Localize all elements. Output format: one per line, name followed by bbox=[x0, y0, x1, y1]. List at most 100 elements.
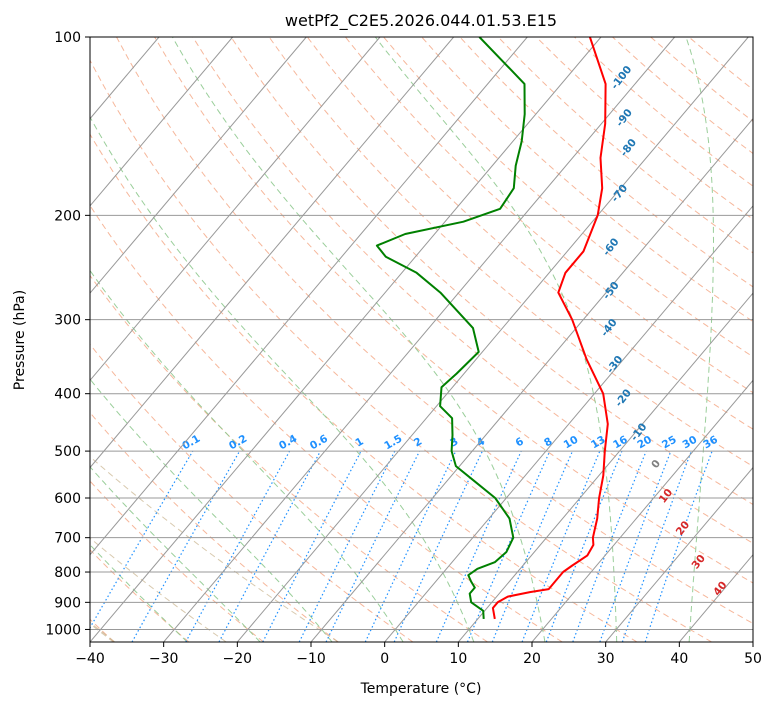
isotherm-line bbox=[310, 117, 753, 642]
dry-adiabat-line bbox=[306, 37, 753, 430]
dry-adiabat-line bbox=[535, 37, 753, 220]
x-tick-label: −30 bbox=[149, 651, 179, 667]
temperature-profile-line bbox=[491, 37, 609, 620]
dry-adiabat-line bbox=[497, 37, 753, 254]
x-axis-ticks: −40 −30 −20 −10 0 10 20 30 40 50 bbox=[75, 642, 762, 667]
x-tick-label: 0 bbox=[380, 651, 389, 667]
adiabat-label: 20 bbox=[674, 519, 692, 538]
isobars bbox=[90, 37, 753, 630]
dry-adiabat-line bbox=[650, 37, 753, 122]
mixing-ratio-label: 3 bbox=[448, 435, 460, 449]
mixing-ratio-line bbox=[545, 450, 623, 642]
isotherm-line bbox=[90, 37, 602, 642]
adiabat-label: 0 bbox=[649, 458, 663, 471]
adiabat-label: -60 bbox=[600, 236, 621, 258]
y-tick-label: 100 bbox=[54, 30, 81, 46]
mixing-ratio-label: 25 bbox=[660, 434, 679, 452]
dry-adiabat-line bbox=[459, 37, 753, 288]
dewpoint-profile-line bbox=[375, 37, 526, 619]
mixing-ratio-line bbox=[572, 450, 647, 642]
adiabat-label: 40 bbox=[711, 579, 729, 598]
isotherm-line bbox=[0, 37, 12, 642]
mixing-ratio-label: 4 bbox=[475, 435, 487, 449]
mixing-ratio-line bbox=[599, 450, 672, 642]
mixing-ratio-label: 30 bbox=[681, 434, 700, 452]
mixing-ratio-label: 6 bbox=[514, 435, 526, 449]
adiabat-label: -30 bbox=[604, 354, 625, 376]
adiabat-label: -50 bbox=[601, 280, 622, 302]
adiabat-label: -90 bbox=[614, 107, 635, 129]
dry-adiabat-line bbox=[90, 59, 712, 642]
y-axis-ticks: 100 200 300 400 500 600 700 800 900 1000 bbox=[45, 30, 90, 638]
mixing-ratio-label: 0.4 bbox=[277, 433, 299, 453]
profiles bbox=[375, 37, 609, 620]
dry-adiabat-line bbox=[230, 37, 753, 505]
isotherm-line bbox=[163, 37, 676, 642]
dry-adiabat-line bbox=[90, 204, 563, 642]
moist-adiabat-line bbox=[90, 378, 333, 642]
x-tick-label: −10 bbox=[296, 651, 326, 667]
y-tick-label: 500 bbox=[54, 444, 81, 460]
y-tick-label: 600 bbox=[54, 491, 81, 507]
x-axis-label: Temperature (°C) bbox=[360, 681, 482, 697]
adiabat-label: -70 bbox=[609, 182, 630, 204]
moist-adiabat-line bbox=[90, 544, 188, 642]
isotherms bbox=[0, 37, 753, 642]
mixing-ratio-line bbox=[435, 450, 522, 642]
isotherm-line bbox=[90, 37, 307, 294]
isotherm-line bbox=[90, 37, 528, 556]
dry-adiabat-line bbox=[90, 480, 264, 642]
mixing-ratio-line bbox=[298, 450, 396, 642]
mixing-ratio-line bbox=[185, 450, 291, 642]
mixing-ratio-line bbox=[131, 450, 241, 642]
isotherm-line bbox=[384, 205, 753, 642]
mixing-ratio-line bbox=[621, 450, 692, 642]
mixing-ratio-line bbox=[393, 450, 483, 642]
plot-frame bbox=[89, 36, 754, 643]
plot-area: 0.1 0.2 0.4 0.6 1 1.5 2 3 4 6 8 10 13 16 20 25 30 36 -100… bbox=[0, 37, 753, 642]
isotherm-line bbox=[531, 379, 753, 642]
adiabat-label: -20 bbox=[613, 387, 634, 409]
moist-adiabat-line bbox=[90, 116, 475, 642]
isotherm-line bbox=[457, 292, 753, 642]
chart-title: wetPf2_C2E5.2026.044.01.53.E15 bbox=[285, 11, 557, 31]
adiabat-label: -100 bbox=[609, 64, 635, 92]
x-tick-label: 20 bbox=[523, 651, 541, 667]
mixing-ratio-line bbox=[90, 450, 194, 629]
x-tick-label: 50 bbox=[744, 651, 762, 667]
mixing-ratio-line bbox=[325, 450, 421, 642]
dry-adiabat-line bbox=[421, 37, 753, 323]
y-tick-label: 200 bbox=[54, 208, 81, 224]
mixing-ratio-line bbox=[521, 450, 601, 642]
mixing-ratio-line bbox=[491, 450, 574, 642]
y-tick-label: 1000 bbox=[45, 622, 81, 638]
y-tick-label: 700 bbox=[54, 531, 81, 547]
x-tick-label: −20 bbox=[223, 651, 253, 667]
dry-adiabat-line bbox=[612, 37, 753, 155]
y-tick-label: 400 bbox=[54, 387, 81, 403]
mixing-ratio-label: 0.2 bbox=[227, 433, 249, 453]
dry-adiabat-line bbox=[268, 37, 753, 467]
moist-adiabat-line bbox=[685, 37, 714, 642]
y-axis-label: Pressure (hPa) bbox=[12, 290, 28, 390]
reference-curve-line bbox=[90, 537, 227, 642]
mixing-ratio-line bbox=[466, 450, 551, 642]
curved-reference-lines bbox=[90, 455, 339, 642]
dry-adiabat-line bbox=[90, 133, 638, 642]
mixing-ratio-line bbox=[218, 450, 321, 642]
y-tick-label: 800 bbox=[54, 565, 81, 581]
adiabat-label: 30 bbox=[690, 553, 708, 572]
isotherm-line bbox=[236, 37, 749, 642]
adiabat-label: 10 bbox=[657, 487, 675, 506]
dry-adiabat-line bbox=[90, 343, 414, 642]
dry-adiabat-line bbox=[192, 37, 753, 544]
mixing-ratio-line bbox=[262, 450, 362, 642]
mixing-ratio-line bbox=[644, 450, 713, 642]
mixing-ratio-label: 10 bbox=[562, 434, 581, 452]
isotherm-line bbox=[90, 37, 234, 207]
isotherm-line bbox=[752, 641, 753, 642]
dry-adiabat-line bbox=[688, 37, 753, 91]
dry-adiabat-line bbox=[90, 411, 339, 642]
moist-adiabat-line bbox=[90, 466, 261, 642]
